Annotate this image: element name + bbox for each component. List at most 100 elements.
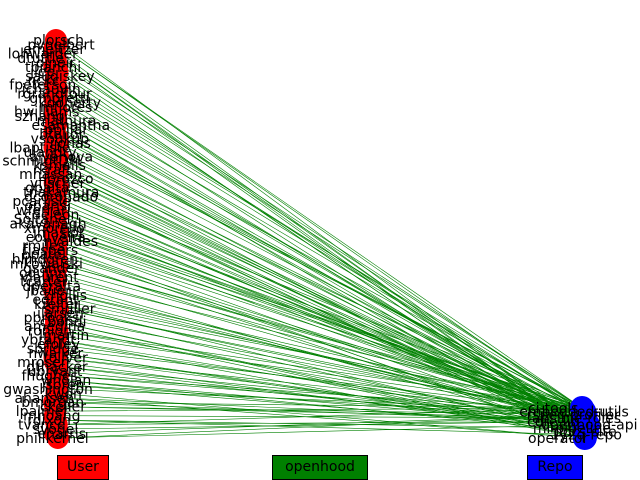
user-node-label: ckeller [40,400,86,416]
openhood-edge [54,236,585,412]
user-node-label: lohwarder [8,46,78,62]
openhood-edge [54,147,585,429]
openhood-edge [54,196,589,425]
openhood-edge [57,424,588,439]
legend-user-label: User [67,459,99,475]
user-node-label: tvance [18,418,66,434]
openhood-edge [56,75,583,422]
openhood-edge [56,173,583,422]
openhood-edge [56,169,585,429]
user-node-label: tcarter [20,274,68,290]
openhood-edge [55,343,585,419]
openhood-edge [57,138,583,409]
repo-node [572,426,597,450]
openhood-edge [55,406,586,415]
openhood-edge [56,267,586,415]
user-node-label: wferrari [16,203,70,219]
user-node-label: gsander [23,261,80,277]
user-node-label: yfischer [30,176,86,192]
openhood-edge [55,334,585,412]
openhood-edge [57,240,586,415]
user-node-label: kreiter [34,297,80,313]
user-node-label: jsoren [41,377,85,393]
user-node-label: fhughes [21,368,77,384]
user-node-label: amedina [24,319,85,335]
user-node-label: emeltzer [23,42,85,58]
user-node-label: bpatel [22,248,66,264]
user-node-label: mrosen [17,355,69,371]
openhood-edge [54,115,583,409]
user-node-label: ijonas [50,136,91,152]
edges-layer [54,39,589,439]
repo-node-label: operator [528,431,588,447]
user-node-label: kwon [45,386,82,402]
openhood-edge [54,97,585,412]
openhood-edge [55,57,586,435]
openhood-edge [57,384,585,419]
user-node-label: jlee [29,64,55,80]
openhood-edge [55,414,586,434]
user-node-label: lorozco [44,172,94,188]
openhood-edge [56,397,585,439]
openhood-edge [57,384,585,429]
openhood-edge [54,53,585,429]
user-node-label: pvnelbert [27,37,95,53]
openhood-edge [57,379,588,425]
user-node-label: ahansen [14,391,74,407]
user-node-label: toliver [43,351,88,367]
openhood-edge [56,407,583,425]
user-node-label: bmorgan [21,395,84,411]
user-node-label: wnolan [41,373,91,389]
repo-node-label: openhood-api [541,418,637,434]
user-node-label: jbauer [25,283,71,299]
openhood-edge [56,214,583,422]
user-node-label: ybrandt [21,333,76,349]
user-node [46,427,69,449]
user-node-label: lbaptiste [10,140,71,156]
openhood-edge [57,330,583,409]
user-node-label: mflores [40,100,92,116]
user-node-label: rdixon [27,413,71,429]
user-node-label: lpalmer [16,404,69,420]
user-node-label: szhang [15,109,65,125]
openhood-edge [57,308,586,415]
openhood-edge [56,44,583,409]
openhood-edge [57,370,588,425]
openhood-edge [55,316,586,415]
user-node-label: rmiles [22,239,65,255]
user-node-label: esamantha [32,118,111,134]
openhood-edge [55,205,583,422]
user-node-label: cbondi [40,315,87,331]
user-node-label: mhoang [23,409,80,425]
repo-node-label: ansible-roles [532,411,621,427]
user-node-label: zhollis [43,288,87,304]
user-node-label: saudiskey [25,69,94,85]
user-node-label: jchauvin [21,82,81,98]
user-node-label: sbridge [27,342,79,358]
user-node-label: dtuttle [17,51,64,67]
openhood-edge [56,421,583,425]
legend-openhood-label: openhood [285,459,355,475]
openhood-edge [54,227,585,419]
openhood-edge [55,419,586,435]
user-node-label: plorsch [33,33,84,49]
user-node-label: vsoukup [31,131,90,147]
repo-node-label: ml-pipeline [533,421,611,437]
user-node-label: pbrooks [24,310,80,326]
user-node-label: fjaspers [23,243,78,259]
repo-node-label: ci-tools [528,401,578,417]
user-node-label: hwilliams [14,105,79,121]
user-node-label: gwashington [3,382,93,398]
repo-node-label: docs-site [554,424,617,440]
openhood-edge [56,392,585,439]
user-node-label: jmaslot [32,225,85,241]
user-node-label: mathura [37,113,97,129]
openhood-edge [55,223,585,412]
user-node-label: hlindgren [12,252,78,268]
openhood-edge [55,294,585,419]
user-node-label: svogel [33,422,79,438]
user-node-label: ksmalls [33,158,86,174]
openhood-edge [54,133,583,409]
repo-node-label: 1y2q-repo [550,428,622,444]
openhood-edge [57,330,583,422]
